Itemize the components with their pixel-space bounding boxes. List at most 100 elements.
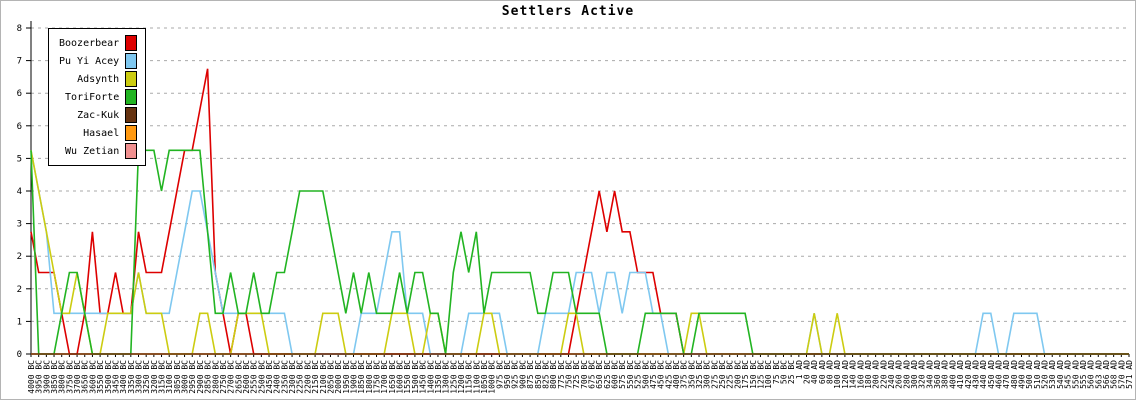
x-tick-label: 1950 BC <box>342 360 351 394</box>
x-tick-label: 100 BC <box>764 360 773 389</box>
legend-box: Boozerbear Pu Yi Acey Adsynth ToriForte Zac-… <box>48 28 147 166</box>
x-tick-label: 1500 BC <box>411 360 420 394</box>
x-tick-label: 2600 BC <box>242 360 251 394</box>
x-tick-label: 3950 BC <box>35 360 44 394</box>
x-tick-label: 240 AD <box>887 360 896 389</box>
x-tick-label: 1000 BC <box>488 360 497 394</box>
x-tick-label: 200 AD <box>872 360 881 389</box>
x-tick-label: 2150 BC <box>311 360 320 394</box>
x-tick-label: 2950 BC <box>188 360 197 394</box>
x-tick-label: 325 BC <box>695 360 704 389</box>
x-tick-label: 500 BC <box>641 360 650 389</box>
legend-color-swatch <box>125 35 138 51</box>
y-tick-label: 2 <box>17 252 22 262</box>
x-tick-label: 750 BC <box>564 360 573 389</box>
x-tick-label: 320 AD <box>918 360 927 389</box>
x-tick-label: 300 BC <box>703 360 712 389</box>
x-tick-label: 475 BC <box>649 360 658 389</box>
x-tick-label: 400 BC <box>672 360 681 389</box>
legend-color-swatch <box>125 143 138 159</box>
legend-label: Boozerbear <box>59 37 120 49</box>
x-tick-label: 425 BC <box>664 360 673 389</box>
chart-title: Settlers Active <box>501 4 635 19</box>
x-tick-label: 566 AD <box>1102 360 1111 389</box>
x-tick-label: 600 BC <box>611 360 620 389</box>
x-tick-label: 571 AD <box>1125 360 1134 389</box>
x-tick-label: 925 BC <box>511 360 520 389</box>
x-tick-label: 100 AD <box>833 360 842 389</box>
x-tick-label: 200 BC <box>733 360 742 389</box>
x-tick-label: 1750 BC <box>373 360 382 394</box>
x-tick-label: 563 AD <box>1094 360 1103 389</box>
x-tick-label: 3500 BC <box>104 360 113 394</box>
y-tick-label: 8 <box>17 24 22 34</box>
x-tick-label: 510 AD <box>1033 360 1042 389</box>
x-tick-label: 2650 BC <box>234 360 243 394</box>
legend-color-swatch <box>125 53 138 69</box>
x-tick-label: 280 AD <box>902 360 911 389</box>
x-tick-label: 775 BC <box>557 360 566 389</box>
x-tick-label: 440 AD <box>979 360 988 389</box>
x-tick-label: 1900 BC <box>349 360 358 394</box>
x-tick-label: 3000 BC <box>181 360 190 394</box>
x-tick-label: 260 AD <box>895 360 904 389</box>
legend-label: Hasael <box>83 127 120 139</box>
x-tick-label: 1100 BC <box>472 360 481 394</box>
x-tick-label: 520 AD <box>1041 360 1050 389</box>
x-tick-label: 480 AD <box>1010 360 1019 389</box>
y-tick-label: 4 <box>17 187 22 197</box>
x-tick-label: 140 AD <box>849 360 858 389</box>
legend-color-swatch <box>125 89 138 105</box>
x-tick-label: 1450 BC <box>419 360 428 394</box>
x-tick-label: 2450 BC <box>265 360 274 394</box>
legend-item: Adsynth <box>59 70 138 88</box>
x-tick-label: 275 BC <box>710 360 719 389</box>
x-tick-label: 4000 BC <box>27 360 36 394</box>
x-tick-label: 2300 BC <box>288 360 297 394</box>
series-line-pu-yi-acey <box>30 150 1129 355</box>
x-tick-label: 525 BC <box>634 360 643 389</box>
x-tick-label: 545 AD <box>1064 360 1073 389</box>
y-tick-label: 6 <box>17 122 22 132</box>
x-tick-label: 3700 BC <box>73 360 82 394</box>
y-tick-label: 5 <box>17 154 22 164</box>
legend-color-swatch <box>125 125 138 141</box>
x-tick-label: 50 BC <box>779 360 788 384</box>
x-tick-label: 2050 BC <box>326 360 335 394</box>
x-tick-label: 380 AD <box>941 360 950 389</box>
x-tick-label: 460 AD <box>994 360 1003 389</box>
x-tick-label: 180 AD <box>864 360 873 389</box>
x-tick-label: 725 BC <box>572 360 581 389</box>
x-tick-label: 300 AD <box>910 360 919 389</box>
x-tick-label: 540 AD <box>1056 360 1065 389</box>
x-tick-label: 3750 BC <box>65 360 74 394</box>
x-tick-label: 2800 BC <box>211 360 220 394</box>
legend-color-swatch <box>125 107 138 123</box>
x-tick-label: 825 BC <box>541 360 550 389</box>
x-tick-label: 340 AD <box>925 360 934 389</box>
x-tick-label: 490 AD <box>1018 360 1027 389</box>
x-tick-label: 3800 BC <box>58 360 67 394</box>
x-tick-label: 120 AD <box>841 360 850 389</box>
x-tick-label: 400 AD <box>948 360 957 389</box>
x-tick-label: 1850 BC <box>357 360 366 394</box>
x-tick-label: 1550 BC <box>403 360 412 394</box>
x-tick-label: 650 BC <box>595 360 604 389</box>
x-tick-label: 3300 BC <box>134 360 143 394</box>
x-tick-label: 568 AD <box>1110 360 1119 389</box>
x-tick-label: 450 BC <box>657 360 666 389</box>
x-tick-label: 700 BC <box>580 360 589 389</box>
x-tick-label: 2850 BC <box>204 360 213 394</box>
x-tick-label: 80 AD <box>826 360 835 384</box>
x-tick-label: 1350 BC <box>434 360 443 394</box>
series-line-boozerbear <box>30 68 1129 355</box>
y-tick-label: 6 <box>17 89 22 99</box>
x-tick-label: 2750 BC <box>219 360 228 394</box>
x-tick-label: 975 BC <box>495 360 504 389</box>
x-tick-label: 220 AD <box>879 360 888 389</box>
x-tick-label: 3100 BC <box>165 360 174 394</box>
x-tick-label: 2350 BC <box>280 360 289 394</box>
x-tick-label: 60 AD <box>818 360 827 384</box>
x-tick-label: 1800 BC <box>365 360 374 394</box>
